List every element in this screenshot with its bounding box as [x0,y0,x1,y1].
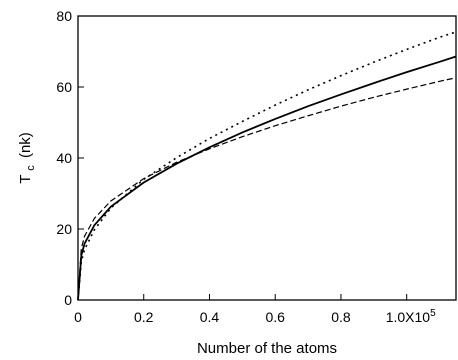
x-tick-label: 0 [74,309,82,325]
x-tick-exponent: 5 [430,308,436,319]
y-axis-ticks: 0 20 40 60 80 [56,8,84,308]
plot-frame [77,15,457,301]
plot-curves [77,31,457,301]
series-solid-line [77,55,457,301]
x-tick-label: 0.6 [265,309,285,325]
y-axis-title-unit: (nk) [17,132,34,158]
x-tick-label: 0.4 [200,309,220,325]
y-tick-label: 0 [64,292,72,308]
x-axis-title: Number of the atoms [197,340,337,357]
y-tick-label: 40 [56,150,72,166]
y-tick-label: 20 [56,221,72,237]
y-axis-title-main: T [17,175,34,184]
x-axis-ticks: 0 0.2 0.4 0.6 0.8 1.0X105 [74,294,436,325]
y-tick-label: 80 [56,8,72,24]
series-dotted-line [77,31,457,301]
x-tick-label: 0.8 [331,309,351,325]
series-dashed-line [77,77,457,301]
y-axis-title-subscript: c [25,165,37,171]
x-tick-label: 1.0X105 [386,308,436,325]
x-axis-title-text: Number of the atoms [197,340,337,357]
x-tick-label: 0.2 [134,309,154,325]
y-tick-label: 60 [56,79,72,95]
y-axis-title: T c (nk) [17,132,38,184]
